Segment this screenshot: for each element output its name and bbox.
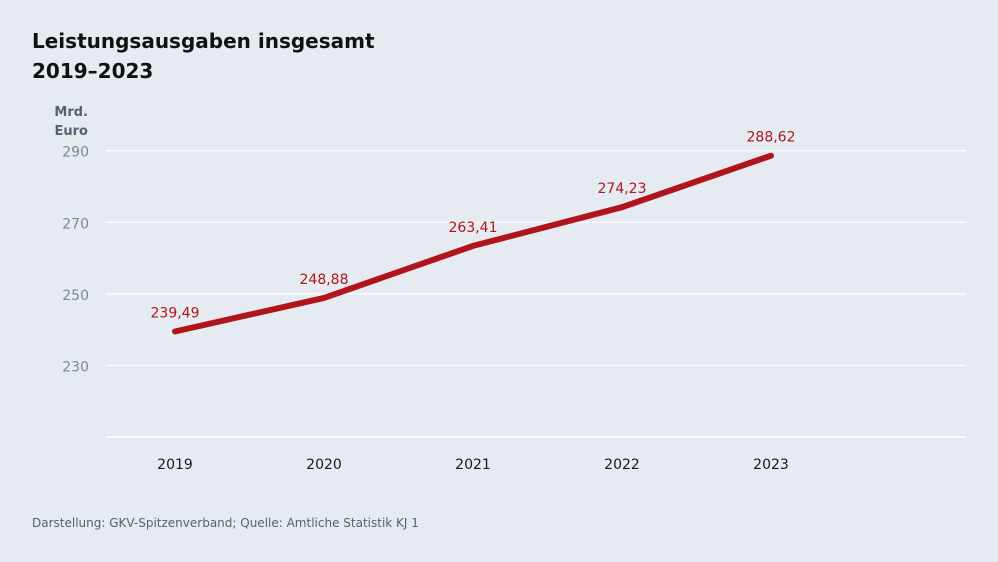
chart-title-line-1: Leistungsausgaben insgesamt	[32, 29, 375, 53]
data-label: 248,88	[300, 272, 349, 288]
data-label: 239,49	[151, 305, 200, 321]
data-label: 288,62	[747, 130, 796, 146]
source-note: Darstellung: GKV-Spitzenverband; Quelle:…	[32, 516, 419, 530]
chart-title: Leistungsausgaben insgesamt 2019–2023	[32, 26, 375, 86]
x-tick-label: 2019	[157, 457, 193, 473]
x-tick-label: 2020	[306, 457, 342, 473]
y-axis-unit-label: Mrd. Euro	[40, 103, 88, 141]
chart-title-line-2: 2019–2023	[32, 59, 154, 83]
y-tick-label: 230	[62, 359, 89, 375]
x-tick-label: 2023	[753, 457, 789, 473]
data-label: 274,23	[598, 181, 647, 197]
y-axis-unit-line-1: Mrd.	[54, 105, 88, 120]
x-tick-label: 2021	[455, 457, 491, 473]
y-tick-label: 270	[62, 216, 89, 232]
series-line	[172, 152, 774, 335]
x-tick-label: 2022	[604, 457, 640, 473]
y-tick-label: 250	[62, 288, 89, 304]
data-label: 263,41	[449, 220, 498, 236]
y-axis-unit-line-2: Euro	[54, 124, 88, 139]
y-tick-label: 290	[62, 145, 89, 161]
